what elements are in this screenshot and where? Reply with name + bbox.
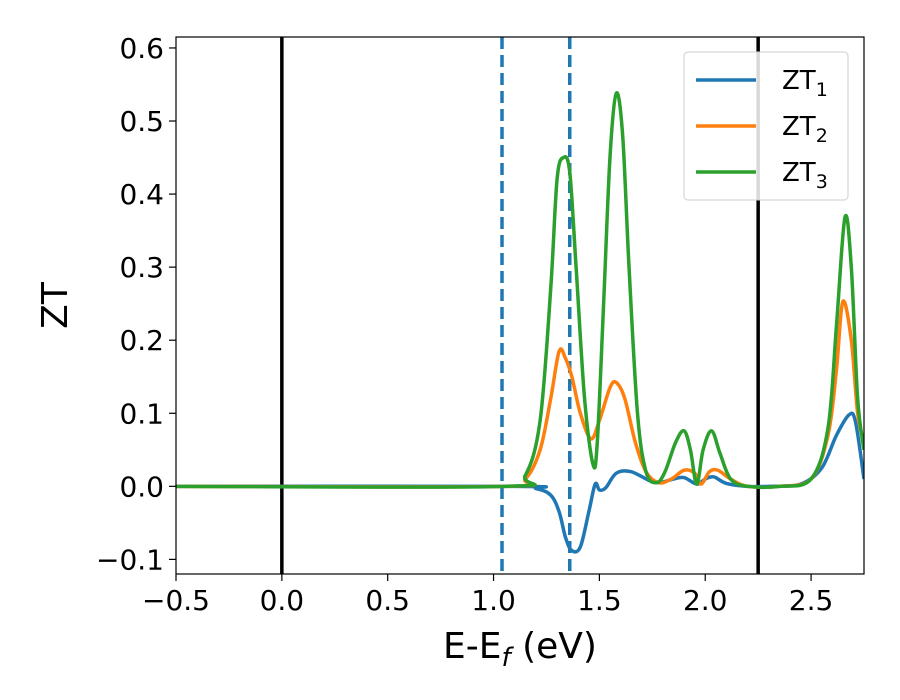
x-tick-label: 2.5: [789, 584, 834, 617]
y-tick-label: 0.5: [119, 105, 164, 138]
legend-label-zt2: ZT2: [782, 112, 828, 147]
x-tick-label: 1.5: [577, 584, 622, 617]
x-axis-label: E-Ef (eV): [443, 626, 597, 673]
x-tick-label: 2.0: [683, 584, 728, 617]
y-tick-label: 0.3: [119, 251, 164, 284]
series-line-zt1: [176, 411, 864, 554]
y-tick-label: −0.1: [96, 543, 164, 576]
legend: ZT1 ZT2 ZT3: [683, 51, 849, 201]
y-tick-label: 0.1: [119, 397, 164, 430]
y-axis-label: ZT: [35, 281, 76, 329]
axes: −0.5 0.0 0.5 1.0 1.5 2.0 2.5 −0.1 0.0 0.1 0.2 0.3 0.…: [96, 32, 865, 617]
x-tick-label: 0.0: [260, 584, 305, 617]
legend-label-zt1: ZT1: [782, 66, 828, 101]
x-tick-label: 1.0: [471, 584, 516, 617]
y-tick-label: 0.0: [119, 470, 164, 503]
legend-box: [683, 51, 849, 201]
series-line-zt2: [176, 299, 864, 489]
x-tick-label: 0.5: [365, 584, 410, 617]
y-tick-label: 0.2: [119, 324, 164, 357]
axes-frame: [175, 36, 865, 575]
y-tick-label: 0.4: [119, 178, 164, 211]
legend-label-zt3: ZT3: [782, 158, 828, 193]
y-tick-label: 0.6: [119, 32, 164, 65]
series-line-zt3: [176, 91, 864, 489]
x-tick-label: −0.5: [142, 584, 210, 617]
